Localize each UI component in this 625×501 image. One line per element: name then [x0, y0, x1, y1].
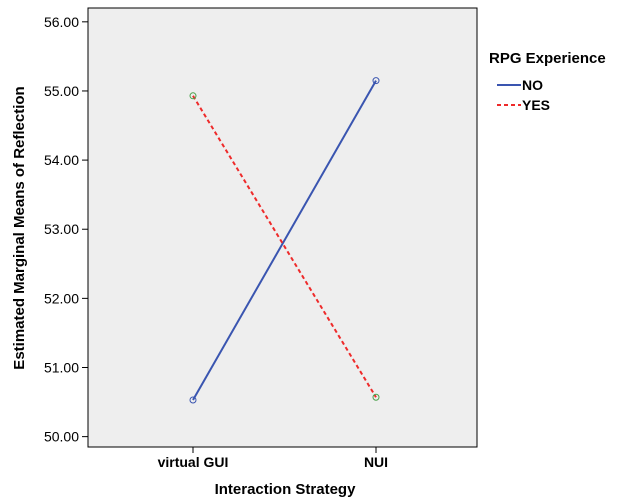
y-tick-label: 50.00 — [44, 429, 79, 445]
y-axis: 50.00 51.00 52.00 53.00 54.00 55.00 56.00 — [44, 14, 88, 445]
x-tick-label: virtual GUI — [158, 454, 229, 470]
legend: NO YES — [497, 77, 550, 113]
y-axis-title: Estimated Marginal Means of Reflection — [11, 86, 28, 369]
y-tick-label: 53.00 — [44, 221, 79, 237]
legend-label-no: NO — [522, 77, 543, 93]
y-tick-label: 51.00 — [44, 359, 79, 375]
plot-area — [88, 8, 477, 447]
x-tick-label: NUI — [364, 454, 388, 470]
y-tick-label: 55.00 — [44, 83, 79, 99]
legend-title: RPG Experience — [489, 50, 606, 67]
y-tick-label: 56.00 — [44, 14, 79, 30]
legend-label-yes: YES — [522, 97, 550, 113]
y-tick-label: 54.00 — [44, 152, 79, 168]
x-axis-title: Interaction Strategy — [215, 481, 357, 498]
x-axis: virtual GUI NUI — [158, 447, 388, 470]
y-tick-label: 52.00 — [44, 290, 79, 306]
